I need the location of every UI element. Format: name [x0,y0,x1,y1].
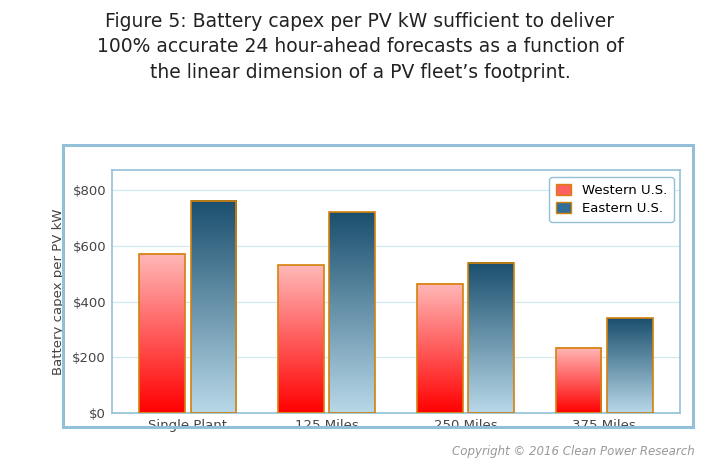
Legend: Western U.S., Eastern U.S.: Western U.S., Eastern U.S. [549,177,674,221]
Bar [140,254,185,413]
Bar [330,212,375,413]
Bar [468,262,514,413]
Bar [191,201,236,413]
Text: Figure 5: Battery capex per PV kW sufficient to deliver
100% accurate 24 hour-ah: Figure 5: Battery capex per PV kW suffic… [96,12,624,82]
Bar [556,348,601,413]
Text: Copyright © 2016 Clean Power Research: Copyright © 2016 Clean Power Research [452,445,695,458]
Bar [607,318,652,413]
Y-axis label: Battery capex per PV kW: Battery capex per PV kW [53,209,66,375]
Bar [417,283,462,413]
Bar [278,265,324,413]
